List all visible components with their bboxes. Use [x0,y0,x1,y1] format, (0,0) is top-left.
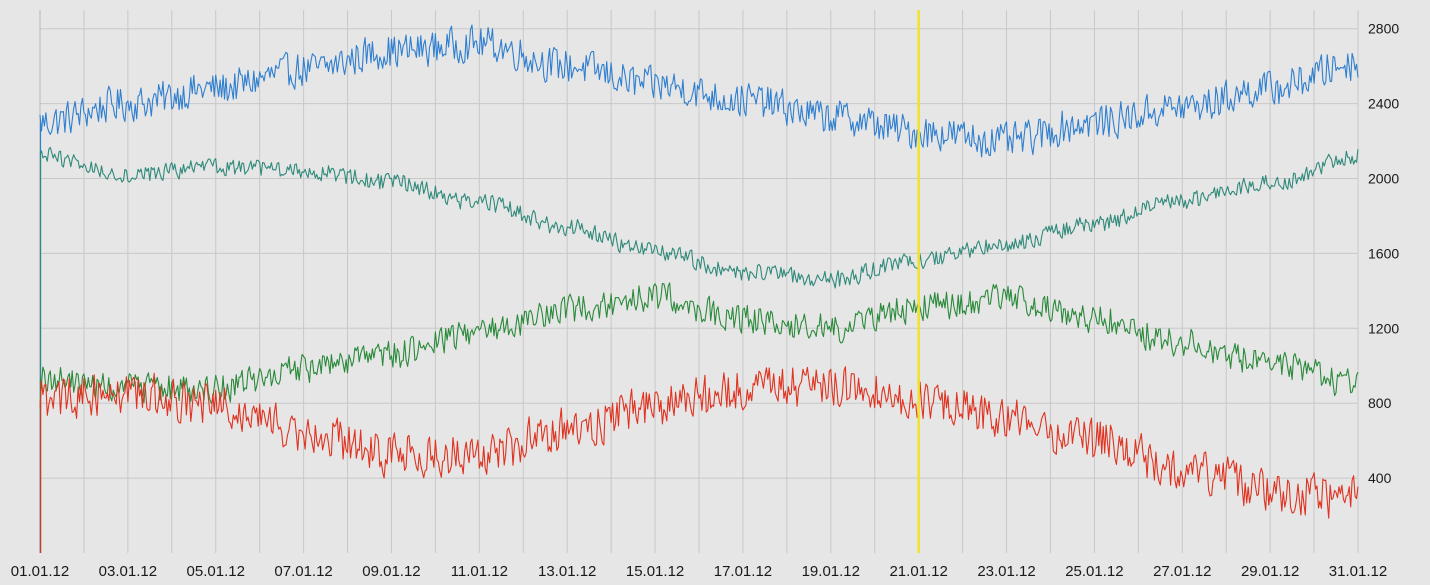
x-axis-tick-labels: 01.01.12 03.01.12 05.01.12 07.01.12 09.01.12… [11,563,1387,580]
series-line-3 [39,282,1359,404]
series-line-1 [39,24,1359,158]
y-tick-label: 400 [1368,470,1392,486]
x-tick-label: 13.01.12 [538,563,596,580]
x-tick-label: 01.01.12 [11,563,69,580]
y-tick-label: 1200 [1368,320,1399,336]
x-tick-label: 19.01.12 [802,563,860,580]
y-tick-label: 1600 [1368,245,1399,261]
x-tick-label: 05.01.12 [187,563,245,580]
x-tick-label: 27.01.12 [1153,563,1211,580]
x-tick-label: 31.01.12 [1329,563,1387,580]
x-tick-label: 21.01.12 [889,563,947,580]
y-tick-label: 800 [1368,395,1392,411]
x-tick-label: 17.01.12 [714,563,772,580]
x-tick-label: 15.01.12 [626,563,684,580]
x-tick-label: 07.01.12 [274,563,332,580]
x-tick-label: 03.01.12 [99,563,157,580]
series-line-4 [39,366,1359,519]
y-tick-label: 2800 [1368,21,1399,37]
x-tick-label: 09.01.12 [362,563,420,580]
y-tick-label: 2400 [1368,96,1399,112]
y-axis-tick-labels: 400 800 1200 1600 2000 2400 2800 [1368,21,1399,486]
x-tick-label: 11.01.12 [451,563,508,580]
x-tick-label: 29.01.12 [1241,563,1299,580]
series-lines [39,24,1359,553]
x-tick-label: 23.01.12 [977,563,1035,580]
y-tick-label: 2000 [1368,171,1399,187]
x-tick-label: 25.01.12 [1065,563,1123,580]
series-line-2 [39,146,1359,289]
